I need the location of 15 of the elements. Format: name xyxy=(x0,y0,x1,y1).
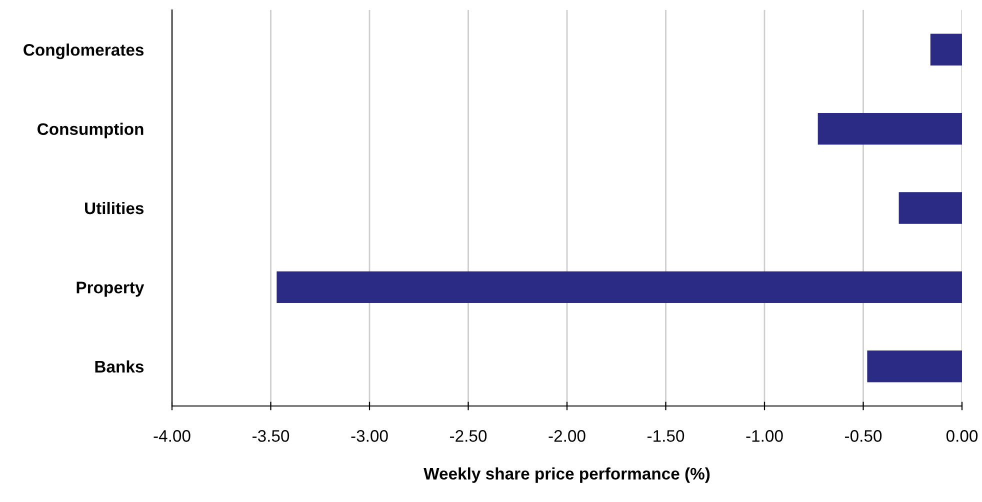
y-tick-label: Consumption xyxy=(38,122,144,138)
y-tick-label: Conglomerates xyxy=(24,44,144,60)
x-axis-title: Weekly share price performance (%) xyxy=(424,467,710,483)
x-tick-label: -1.50 xyxy=(647,430,684,442)
x-tick-label: -3.50 xyxy=(252,430,290,442)
x-tick-label: -2.50 xyxy=(450,430,487,442)
x-tick-label: -2.00 xyxy=(548,430,586,442)
x-tick-label: 0.00 xyxy=(946,430,978,442)
y-tick-label: Property xyxy=(76,282,144,297)
x-tick-label: -0.50 xyxy=(844,430,882,442)
y-tick-label: Utilities xyxy=(85,202,144,214)
y-tick-label: Banks xyxy=(95,360,144,373)
x-tick-label: -4.00 xyxy=(154,430,190,442)
x-tick-label: -1.00 xyxy=(746,430,783,442)
x-tick-label: -3.00 xyxy=(351,430,388,442)
